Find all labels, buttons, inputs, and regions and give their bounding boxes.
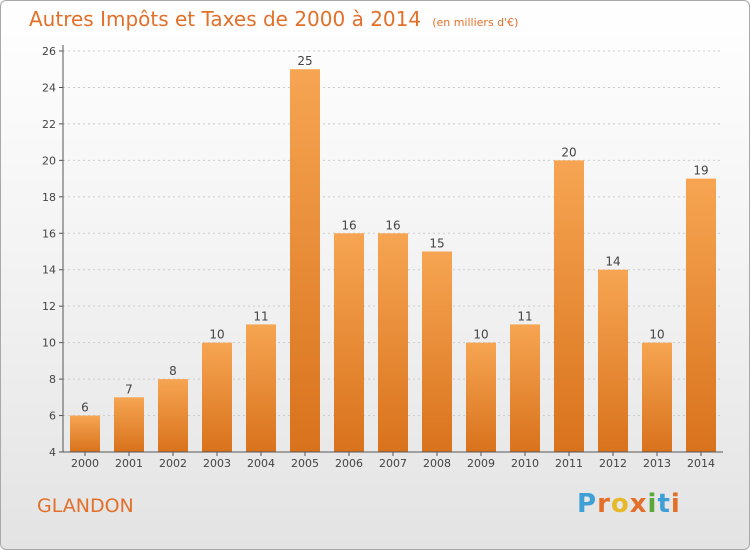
logo-letter: i — [647, 489, 658, 519]
logo-letter: x — [629, 489, 648, 519]
y-tick-label: 8 — [49, 373, 56, 386]
x-tick-label: 2012 — [599, 457, 627, 470]
x-tick-label: 2014 — [687, 457, 715, 470]
chart-title-main: Autres Impôts et Taxes de 2000 à 2014 — [29, 7, 422, 31]
logo-letter: t — [657, 489, 671, 519]
bars: 6 7 8 10 11 25 16 16 15 10 11 20 14 10 19 — [70, 54, 716, 453]
bar-2005 — [290, 69, 320, 453]
bar-2006 — [334, 233, 364, 452]
x-tick-label: 2007 — [379, 457, 407, 470]
y-tick-label: 24 — [42, 81, 56, 94]
bar-2003 — [202, 342, 232, 452]
bar-2000 — [70, 415, 100, 452]
bar-2014 — [686, 178, 716, 452]
bar-value-label: 19 — [693, 164, 708, 178]
y-tick-label: 18 — [42, 191, 56, 204]
bar-2002 — [158, 379, 188, 452]
bar-value-label: 7 — [125, 382, 133, 396]
x-tick-label: 2004 — [247, 457, 275, 470]
bar-value-label: 11 — [517, 309, 532, 323]
commune-name: GLANDON — [37, 495, 134, 517]
x-tick-label: 2006 — [335, 457, 363, 470]
bar-2010 — [510, 324, 540, 452]
bar-value-label: 15 — [429, 237, 444, 251]
y-tick-label: 14 — [42, 264, 56, 277]
bar-value-label: 14 — [605, 255, 620, 269]
bar-value-label: 16 — [385, 218, 400, 232]
y-tick-label: 20 — [42, 154, 56, 167]
bar-value-label: 25 — [297, 54, 312, 68]
bar-2001 — [114, 397, 144, 452]
logo-letter: i — [670, 489, 681, 519]
bar-value-label: 10 — [473, 328, 488, 342]
x-tick-label: 2005 — [291, 457, 319, 470]
x-tick-label: 2009 — [467, 457, 495, 470]
bar-value-label: 10 — [649, 328, 664, 342]
bar-2007 — [378, 233, 408, 452]
x-tick-label: 2010 — [511, 457, 539, 470]
bar-2008 — [422, 251, 452, 452]
bar-value-label: 20 — [561, 145, 576, 159]
y-tick-label: 26 — [42, 45, 56, 58]
y-tick-label: 6 — [49, 410, 56, 423]
logo-letter: o — [610, 489, 630, 519]
x-tick-label: 2013 — [643, 457, 671, 470]
x-tick-label: 2003 — [203, 457, 231, 470]
bar-value-label: 6 — [81, 401, 89, 415]
bar-2009 — [466, 342, 496, 452]
bar-value-label: 10 — [209, 328, 224, 342]
x-tick-label: 2000 — [71, 457, 99, 470]
bar-value-label: 11 — [253, 309, 268, 323]
bar-value-label: 8 — [169, 364, 177, 378]
x-tick-label: 2011 — [555, 457, 583, 470]
y-tick-label: 4 — [49, 446, 56, 459]
y-tick-label: 10 — [42, 337, 56, 350]
proxiti-logo: Proxiti — [577, 489, 681, 519]
bar-value-label: 16 — [341, 218, 356, 232]
y-tick-label: 16 — [42, 227, 56, 240]
x-tick-label: 2001 — [115, 457, 143, 470]
chart-title: Autres Impôts et Taxes de 2000 à 2014 (e… — [29, 7, 518, 31]
logo-letter: P — [577, 489, 598, 519]
x-tick-label: 2002 — [159, 457, 187, 470]
bar-2011 — [554, 160, 584, 452]
x-tick-label: 2008 — [423, 457, 451, 470]
logo-letter: r — [597, 489, 611, 519]
bar-2013 — [642, 342, 672, 452]
bar-2012 — [598, 269, 628, 452]
axes: 4 6 8 10 12 14 16 18 20 22 24 26 2000 2001 2002 2003 200… — [42, 45, 723, 470]
bar-2004 — [246, 324, 276, 452]
chart-title-unit: (en milliers d'€) — [432, 16, 519, 29]
y-tick-label: 12 — [42, 300, 56, 313]
y-tick-label: 22 — [42, 118, 56, 131]
